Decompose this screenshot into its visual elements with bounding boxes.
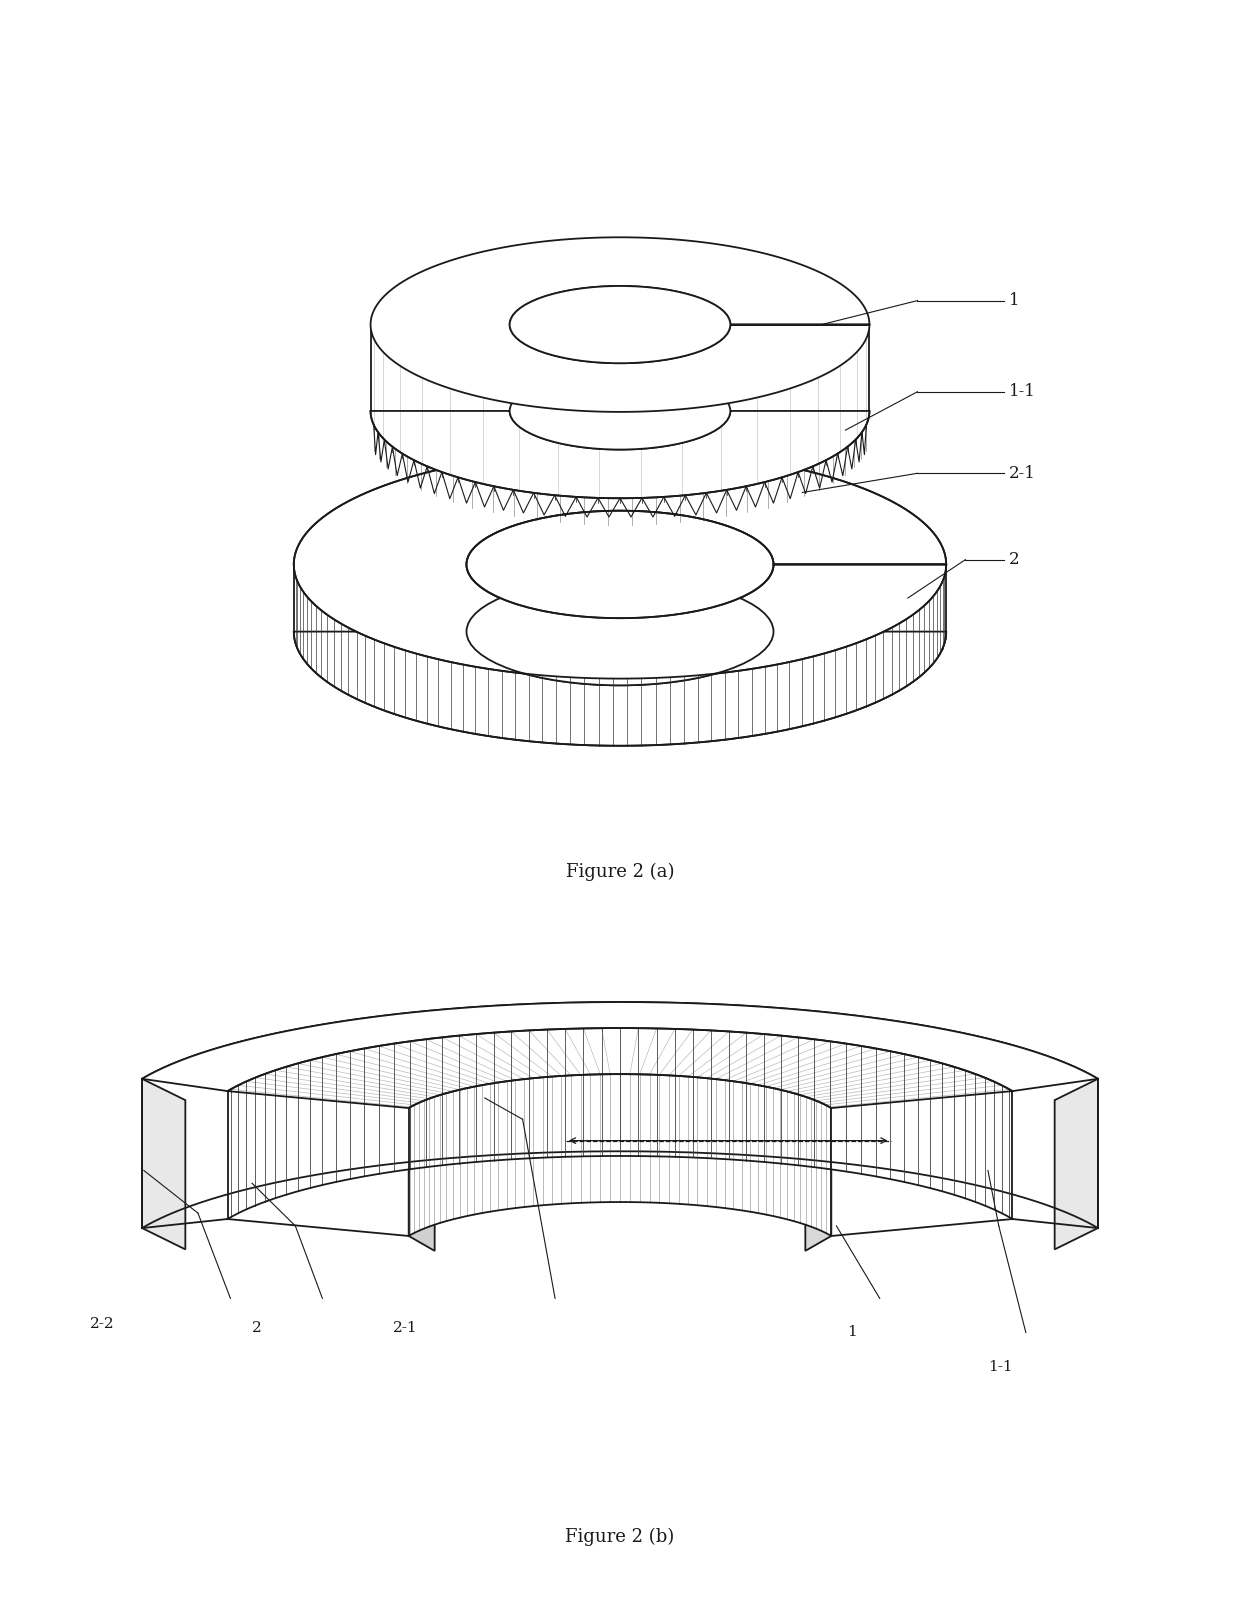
Text: 1: 1 [847, 1326, 857, 1340]
Polygon shape [409, 1108, 435, 1250]
Polygon shape [228, 1028, 1012, 1218]
Polygon shape [143, 1003, 1097, 1091]
Text: 2: 2 [252, 1321, 262, 1335]
Text: 2-1: 2-1 [393, 1321, 418, 1335]
Ellipse shape [510, 286, 730, 363]
Ellipse shape [466, 577, 774, 686]
Polygon shape [294, 451, 946, 678]
Polygon shape [805, 1108, 831, 1250]
Polygon shape [143, 1003, 1097, 1228]
Text: 1-1: 1-1 [988, 1359, 1013, 1374]
Polygon shape [371, 411, 869, 499]
Text: Figure 2 (a): Figure 2 (a) [565, 862, 675, 881]
Polygon shape [143, 1079, 185, 1249]
Polygon shape [228, 1028, 1012, 1108]
Polygon shape [1055, 1079, 1097, 1249]
Text: 1: 1 [1008, 293, 1019, 309]
Polygon shape [294, 632, 946, 745]
Text: 2-1: 2-1 [1008, 465, 1035, 481]
Text: 2: 2 [1008, 552, 1019, 568]
Polygon shape [371, 237, 869, 413]
Text: Figure 2 (b): Figure 2 (b) [565, 1529, 675, 1546]
Text: 1-1: 1-1 [1008, 384, 1035, 400]
Ellipse shape [466, 510, 774, 619]
Polygon shape [409, 1075, 831, 1236]
Text: 2-2: 2-2 [89, 1318, 114, 1330]
Ellipse shape [510, 373, 730, 449]
